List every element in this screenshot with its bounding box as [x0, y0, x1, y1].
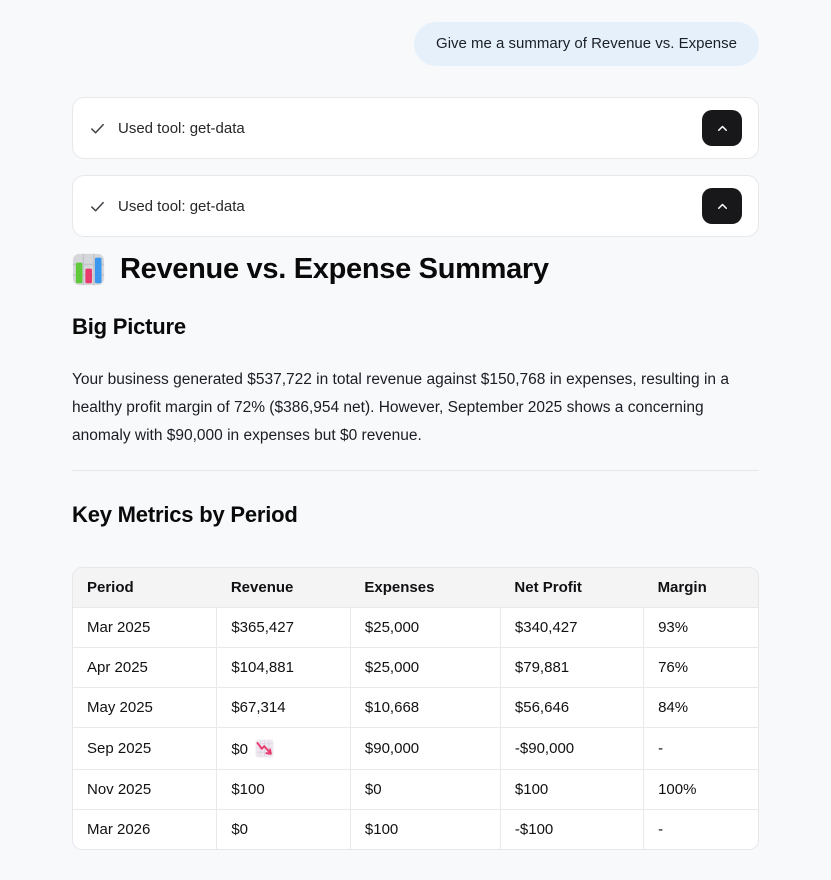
section-heading-big-picture: Big Picture [72, 314, 186, 339]
response-title-row: Revenue vs. Expense Summary [72, 253, 759, 286]
tool-label: Used tool: get-data [118, 119, 245, 137]
cell-value: 93% [658, 619, 689, 636]
cell-value: $25,000 [364, 619, 420, 636]
table-cell: $340,427 [499, 607, 644, 648]
cell-value: 100% [658, 781, 697, 798]
tool-card-2: Used tool: get-data [72, 175, 759, 237]
table-cell: 100% [643, 769, 758, 810]
table-row: May 2025 $67,314 $10,668 $56,646 84% [73, 687, 758, 728]
cell-value: $104,881 [231, 659, 294, 676]
cell-value: $100 [514, 781, 549, 798]
table-header-row: Period Revenue Expenses Net Profit Margin [73, 568, 758, 608]
table-cell: $104,881 [216, 647, 351, 688]
table-cell: -$90,000 [499, 727, 644, 770]
table-cell: $100 [499, 769, 644, 810]
table-cell: - [643, 727, 758, 770]
cell-value: May 2025 [87, 699, 153, 716]
check-icon [89, 120, 106, 137]
cell-value: Mar 2025 [87, 619, 151, 636]
user-message-row: Give me a summary of Revenue vs. Expense [72, 0, 759, 66]
cell-value: $0 [364, 781, 382, 798]
table-cell: 84% [643, 687, 758, 728]
divider [72, 470, 759, 471]
table-cell: $67,314 [216, 687, 351, 728]
check-icon [89, 198, 106, 215]
cell-value: $0 [231, 821, 249, 838]
table-cell: $365,427 [216, 607, 351, 648]
table-cell: May 2025 [73, 687, 217, 728]
table-cell: Apr 2025 [73, 647, 217, 688]
table-cell: $100 [349, 809, 501, 849]
cell-value: 76% [658, 659, 689, 676]
cell-value: Mar 2026 [87, 821, 151, 838]
column-header: Net Profit [514, 579, 582, 596]
user-message-text: Give me a summary of Revenue vs. Expense [436, 35, 737, 52]
cell-value: - [658, 821, 664, 838]
table-row: Sep 2025 $0 $90,000 -$90,000 - [73, 727, 758, 770]
table-cell: $100 [216, 769, 351, 810]
cell-value: $25,000 [364, 659, 420, 676]
table-row: Apr 2025 $104,881 $25,000 $79,881 76% [73, 647, 758, 688]
table-cell: $0 [349, 769, 501, 810]
metrics-table-container: Period Revenue Expenses Net Profit Margin Ma… [72, 567, 759, 850]
cell-value: -$100 [514, 821, 554, 838]
table-cell: Mar 2025 [73, 607, 217, 648]
table-cell: 76% [643, 647, 758, 688]
table-cell: 93% [643, 607, 758, 648]
chart-decreasing-emoji [255, 739, 274, 758]
column-header: Revenue [230, 579, 294, 596]
column-header: Margin [657, 579, 707, 596]
cell-value: $365,427 [231, 619, 294, 636]
table-cell: Sep 2025 [73, 727, 217, 770]
collapse-button[interactable] [702, 188, 742, 224]
table-cell: $10,668 [349, 687, 501, 728]
user-message-bubble: Give me a summary of Revenue vs. Expense [414, 22, 759, 66]
tool-card-status: Used tool: get-data [89, 198, 245, 215]
table-row: Mar 2026 $0 $100 -$100 - [73, 809, 758, 849]
table-cell: $25,000 [349, 607, 501, 648]
collapse-button[interactable] [702, 110, 742, 146]
table-cell: Mar 2026 [73, 809, 217, 849]
tool-card-1: Used tool: get-data [72, 97, 759, 159]
summary-paragraph: Your business generated $537,722 in tota… [72, 371, 729, 444]
cell-value: $56,646 [514, 699, 570, 716]
section-heading-key-metrics: Key Metrics by Period [72, 502, 298, 527]
table-cell: $56,646 [499, 687, 644, 728]
cell-value: $10,668 [364, 699, 420, 716]
column-header: Period [87, 579, 134, 596]
chevron-up-icon [715, 199, 730, 214]
cell-value: - [658, 740, 664, 757]
tool-label: Used tool: get-data [118, 197, 245, 215]
cell-value: 84% [658, 699, 689, 716]
cell-value: -$90,000 [514, 740, 575, 757]
table-cell: $90,000 [349, 727, 501, 770]
table-cell: $79,881 [499, 647, 644, 688]
bar-chart-emoji [72, 253, 105, 286]
table-cell: $0 [216, 727, 351, 770]
cell-value: $90,000 [364, 740, 420, 757]
metrics-table: Period Revenue Expenses Net Profit Margin Ma… [73, 568, 758, 849]
table-row: Mar 2025 $365,427 $25,000 $340,427 93% [73, 607, 758, 648]
cell-value: $79,881 [514, 659, 570, 676]
table-body: Mar 2025 $365,427 $25,000 $340,427 93% Apr 20… [73, 607, 758, 849]
table-cell: $25,000 [349, 647, 501, 688]
table-cell: Nov 2025 [73, 769, 217, 810]
cell-value: $67,314 [231, 699, 286, 716]
chevron-up-icon [715, 121, 730, 136]
table-cell: - [643, 809, 758, 849]
cell-value: Apr 2025 [87, 659, 148, 676]
chat-page: Give me a summary of Revenue vs. Expense… [72, 0, 759, 850]
table-cell: $0 [216, 809, 351, 849]
cell-value: Sep 2025 [87, 740, 152, 757]
table-cell: -$100 [499, 809, 644, 849]
cell-value: $340,427 [514, 619, 578, 636]
cell-value: $0 [231, 741, 249, 758]
column-header: Expenses [364, 579, 435, 596]
page-title: Revenue vs. Expense Summary [120, 253, 549, 285]
tool-card-status: Used tool: get-data [89, 120, 245, 137]
cell-value: $100 [364, 821, 399, 838]
cell-value: $100 [231, 781, 265, 798]
cell-value: Nov 2025 [87, 781, 152, 798]
table-row: Nov 2025 $100 $0 $100 100% [73, 769, 758, 810]
